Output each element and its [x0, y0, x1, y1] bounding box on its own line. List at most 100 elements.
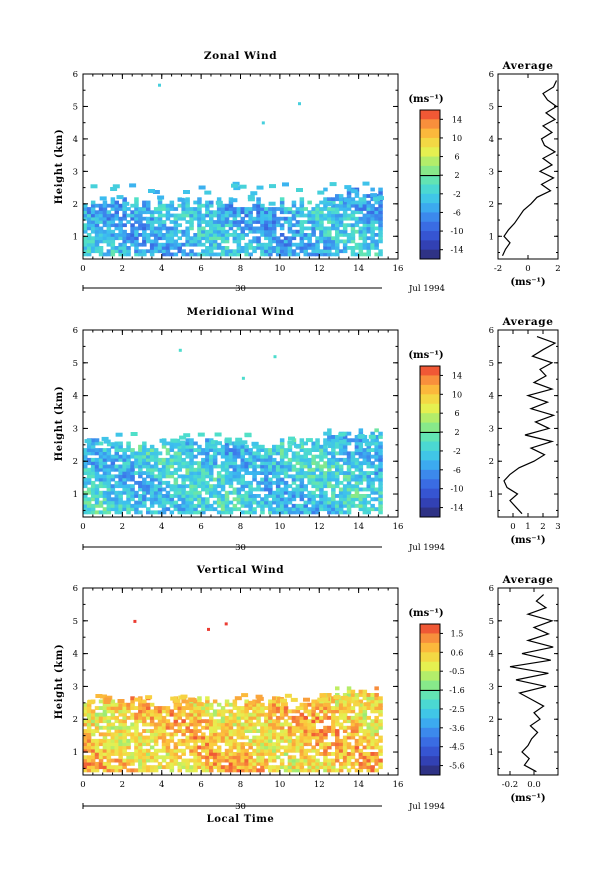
colorbar-segment — [420, 240, 440, 251]
heatmap-cell — [311, 758, 316, 763]
heatmap-cell — [181, 444, 186, 449]
heatmap-cell — [272, 706, 277, 710]
heatmap-cell — [291, 216, 297, 221]
heatmap-cell — [370, 216, 375, 221]
heatmap-cell — [315, 246, 320, 250]
heatmap-cell — [362, 252, 368, 257]
heatmap-cell — [378, 758, 383, 763]
heatmap-cell — [90, 510, 96, 515]
heatmap-cell — [161, 203, 167, 208]
heatmap-cell — [374, 507, 379, 512]
heatmap-cell — [268, 699, 273, 704]
heatmap-cell — [370, 213, 375, 218]
heatmap-cell — [83, 246, 88, 250]
heatmap-cell — [268, 201, 276, 206]
heatmap-cell — [86, 457, 92, 462]
heatmap-cell — [244, 246, 249, 250]
heatmap-cell — [346, 510, 352, 515]
heatmap-cell — [272, 246, 277, 250]
heatmap-cell — [153, 742, 159, 747]
heatmap-cell — [295, 729, 301, 733]
heatmap-cell — [232, 220, 238, 224]
heatmap-cell — [157, 200, 163, 205]
heatmap-cell — [370, 742, 375, 747]
heatmap-cell — [268, 448, 273, 452]
heatmap-cell — [283, 471, 289, 475]
heatmap-cell — [362, 477, 368, 482]
heatmap-cell — [193, 761, 198, 766]
heatmap-cell — [299, 203, 305, 208]
x-tick-label: 0 — [80, 522, 85, 532]
heatmap-cell — [130, 467, 135, 472]
heatmap-cell — [342, 758, 348, 763]
heatmap-cell — [133, 619, 137, 623]
heatmap-cell — [295, 451, 301, 456]
heatmap-cell — [358, 438, 364, 443]
heatmap-cell — [279, 457, 285, 462]
heatmap-cell — [350, 197, 356, 202]
heatmap-cell — [247, 194, 255, 199]
heatmap-cell — [358, 699, 364, 704]
heatmap-cell — [346, 487, 352, 492]
heatmap-cell — [299, 229, 305, 234]
heatmap-cell — [193, 752, 198, 756]
heatmap-cell — [378, 722, 383, 727]
heatmap-cell — [153, 712, 159, 717]
heatmap-cell — [102, 200, 108, 205]
heatmap-cell — [378, 207, 383, 211]
heatmap-cell — [126, 471, 131, 475]
heatmap-cell — [110, 252, 116, 257]
heatmap-cell — [209, 487, 214, 492]
heatmap-cell — [165, 745, 171, 750]
heatmap-cell — [189, 207, 194, 211]
colorbar-segment — [420, 137, 440, 148]
heatmap-cell — [287, 748, 293, 753]
heatmap-cell — [165, 480, 171, 485]
heatmap-cell — [252, 226, 257, 231]
heatmap-cell — [323, 246, 328, 250]
heatmap-cell — [224, 457, 230, 462]
heatmap-cell — [256, 220, 261, 224]
heatmap-cell — [209, 252, 214, 257]
heatmap-cell — [209, 748, 214, 753]
heatmap-cell — [83, 748, 88, 753]
heatmap-cell — [346, 464, 352, 469]
heatmap-cell — [346, 742, 352, 747]
heatmap-cell — [197, 752, 202, 756]
heatmap-cell — [205, 480, 210, 485]
heatmap-cell — [260, 497, 265, 502]
heatmap-cell — [173, 451, 179, 456]
heatmap-cell — [212, 239, 218, 244]
heatmap-cell — [142, 229, 147, 234]
heatmap-cell — [216, 755, 222, 760]
heatmap-cell — [101, 436, 109, 441]
heatmap-cell — [201, 719, 206, 724]
heatmap-cell — [165, 203, 171, 208]
heatmap-cell — [153, 477, 159, 482]
heatmap-cell — [189, 448, 194, 452]
heatmap-cell — [354, 444, 360, 449]
heatmap-cell — [252, 471, 257, 475]
heatmap-cell — [193, 471, 198, 475]
heatmap-cell — [193, 210, 198, 215]
heatmap-cell — [177, 236, 182, 241]
heatmap-cell — [142, 709, 147, 714]
heatmap-cell — [181, 738, 186, 743]
heatmap-cell — [319, 503, 324, 508]
heatmap-cell — [260, 444, 265, 449]
heatmap-cell — [331, 242, 336, 247]
heatmap-cell — [94, 500, 100, 505]
heatmap-cell — [342, 246, 348, 250]
heatmap-cell — [378, 510, 383, 515]
heatmap-cell — [98, 719, 104, 724]
heatmap-cell — [146, 715, 151, 720]
heatmap-cell — [142, 448, 147, 452]
heatmap-cell — [130, 758, 135, 763]
heatmap-cell — [311, 735, 316, 740]
heatmap-cell — [94, 467, 100, 472]
heatmap-cell — [122, 201, 130, 206]
heatmap-cell — [224, 441, 230, 446]
colorbar-segment — [420, 175, 440, 185]
heatmap-cell — [323, 768, 328, 773]
heatmap-cell — [362, 451, 368, 456]
